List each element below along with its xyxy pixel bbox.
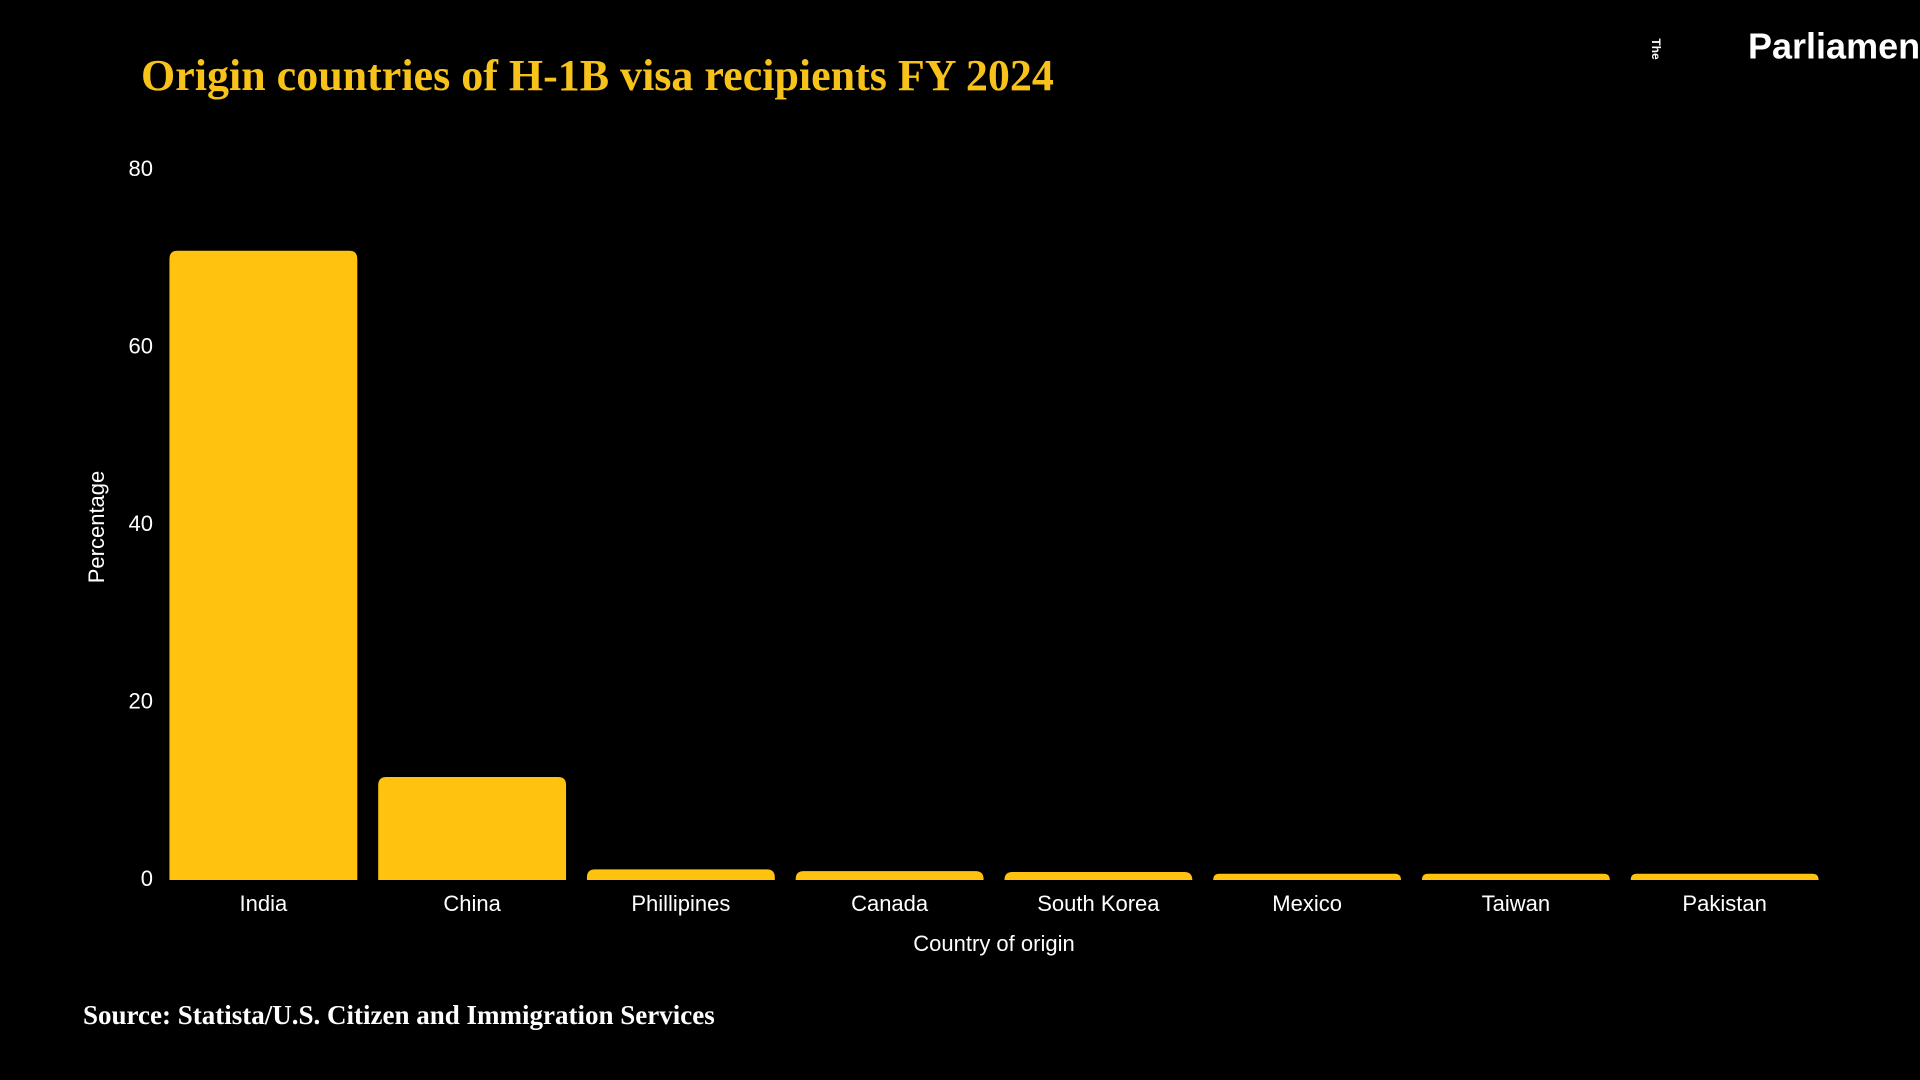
logo-prefix: The — [1649, 38, 1663, 60]
bar — [586, 869, 775, 880]
bar — [1630, 873, 1819, 880]
x-tick-label: South Korea — [1037, 891, 1160, 916]
x-tick-label: Taiwan — [1482, 891, 1550, 916]
bar — [1213, 873, 1402, 880]
x-tick-label: Mexico — [1272, 891, 1342, 916]
bar — [378, 777, 567, 880]
bar — [169, 250, 358, 880]
x-axis-title: Country of origin — [913, 931, 1074, 956]
source: Source: Statista/U.S. Citizen and Immigr… — [83, 1000, 715, 1030]
x-tick-label: Pakistan — [1682, 891, 1766, 916]
y-tick-label: 40 — [129, 511, 153, 536]
x-tick-label: Phillipines — [631, 891, 730, 916]
x-tick-label: India — [240, 891, 288, 916]
bar — [795, 871, 984, 880]
y-tick-label: 60 — [129, 333, 153, 358]
y-axis-title: Percentage — [84, 471, 109, 584]
chart-title: Origin countries of H-1B visa recipients… — [141, 51, 1054, 100]
bar — [1421, 873, 1610, 880]
y-tick-label: 0 — [141, 866, 153, 891]
logo-name: Parliament — [1748, 26, 1920, 67]
y-tick-label: 20 — [129, 688, 153, 713]
bar — [1004, 872, 1193, 880]
y-tick-label: 80 — [129, 156, 153, 181]
x-tick-label: China — [443, 891, 501, 916]
x-tick-label: Canada — [851, 891, 929, 916]
